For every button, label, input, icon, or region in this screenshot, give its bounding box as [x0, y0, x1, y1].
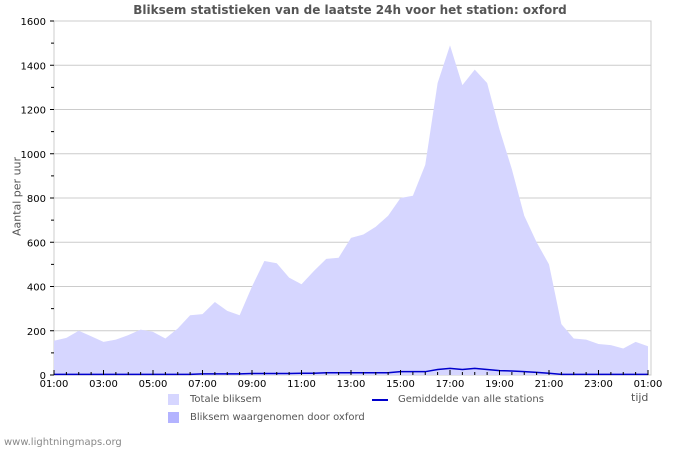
svg-text:800: 800 — [27, 194, 46, 205]
legend-station: Bliksem waargenomen door oxford — [190, 412, 365, 423]
svg-text:600: 600 — [27, 238, 46, 249]
svg-text:1200: 1200 — [21, 106, 46, 117]
svg-text:09:00: 09:00 — [238, 379, 267, 390]
x-axis-label: tijd — [631, 391, 649, 404]
svg-text:01:00: 01:00 — [634, 379, 663, 390]
legend-total: Totale bliksem — [190, 394, 262, 405]
legend-swatch-total — [168, 394, 179, 405]
svg-text:03:00: 03:00 — [89, 379, 118, 390]
legend-swatch-average — [372, 399, 388, 401]
svg-text:1000: 1000 — [21, 150, 46, 161]
svg-text:01:00: 01:00 — [40, 379, 69, 390]
svg-text:21:00: 21:00 — [535, 379, 564, 390]
chart-title: Bliksem statistieken van de laatste 24h … — [133, 3, 567, 17]
svg-text:19:00: 19:00 — [485, 379, 514, 390]
svg-text:13:00: 13:00 — [337, 379, 366, 390]
legend-average: Gemiddelde van alle stations — [398, 394, 544, 405]
legend-swatch-station — [168, 412, 179, 423]
svg-text:05:00: 05:00 — [139, 379, 168, 390]
svg-text:0: 0 — [40, 371, 46, 382]
svg-text:1600: 1600 — [21, 17, 46, 28]
svg-text:400: 400 — [27, 283, 46, 294]
footer-source: www.lightningmaps.org — [4, 437, 122, 448]
svg-text:15:00: 15:00 — [386, 379, 415, 390]
svg-text:17:00: 17:00 — [436, 379, 465, 390]
svg-text:200: 200 — [27, 327, 46, 338]
svg-text:1400: 1400 — [21, 61, 46, 72]
svg-text:23:00: 23:00 — [584, 379, 613, 390]
svg-text:11:00: 11:00 — [287, 379, 316, 390]
svg-text:07:00: 07:00 — [188, 379, 217, 390]
